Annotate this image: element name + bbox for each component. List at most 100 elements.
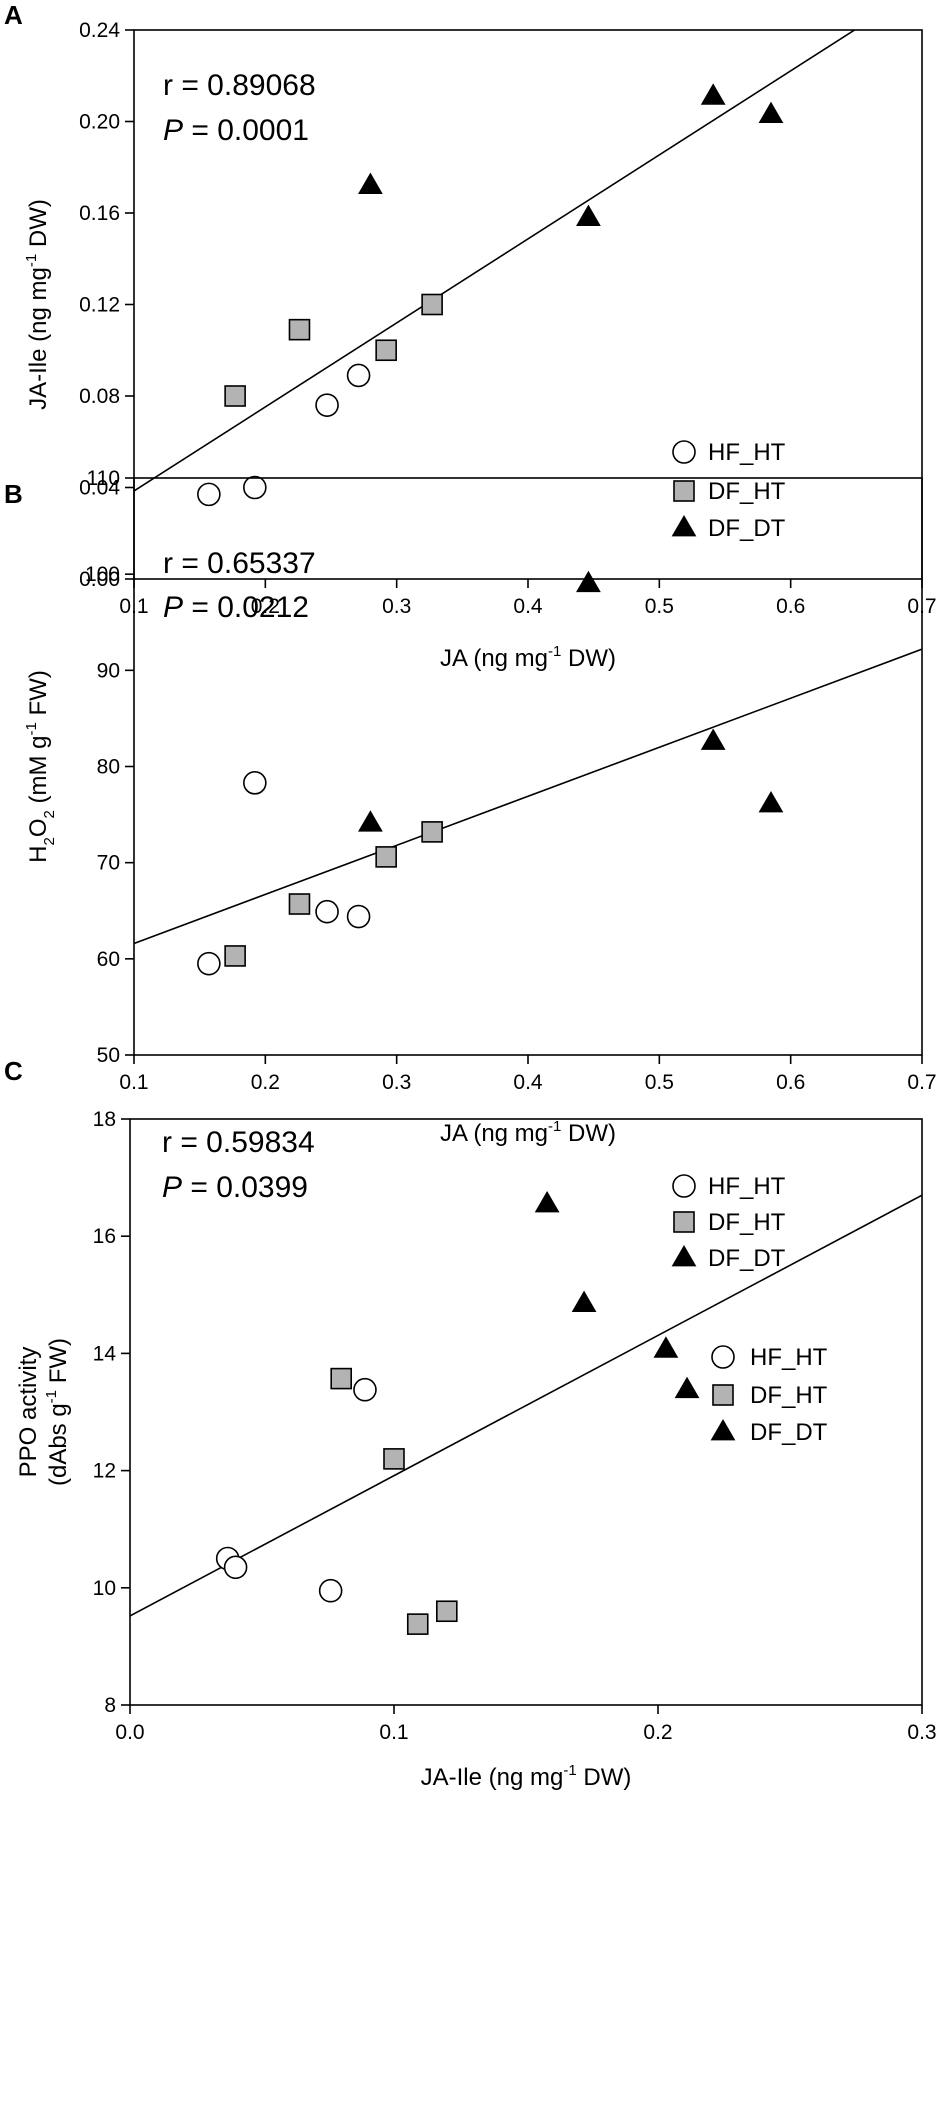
data-point bbox=[653, 1336, 679, 1358]
y-tick-label: 90 bbox=[97, 659, 120, 682]
x-tick-label: 0.5 bbox=[645, 1071, 674, 1094]
legend-label: HF_HT bbox=[708, 439, 786, 466]
data-point bbox=[421, 821, 443, 843]
y-axis: 50 60 70 80 90 100 110 bbox=[85, 467, 134, 1067]
legend-label: DF_HT bbox=[708, 478, 786, 505]
data-point bbox=[197, 482, 221, 507]
data-point bbox=[346, 904, 371, 929]
x-tick-label: 0.3 bbox=[382, 595, 411, 618]
data-point bbox=[421, 293, 443, 316]
x-tick-label: 0.2 bbox=[251, 1071, 280, 1094]
legend-label: HF_HT bbox=[708, 1173, 786, 1200]
y-tick-label: 0.16 bbox=[79, 202, 120, 225]
data-point bbox=[435, 1600, 458, 1623]
panel-letter: A bbox=[4, 0, 23, 30]
regression-line bbox=[130, 1194, 922, 1617]
data-point bbox=[571, 1290, 597, 1312]
data-point bbox=[197, 951, 221, 976]
y-tick-label: 60 bbox=[97, 948, 120, 971]
y-tick-label: 18 bbox=[93, 1108, 116, 1131]
panel-letter: B bbox=[4, 479, 23, 509]
correlation-r: r = 0.89068 bbox=[163, 69, 316, 102]
y-tick-label: 0.24 bbox=[79, 19, 120, 42]
x-tick-label: 0.0 bbox=[115, 1721, 144, 1744]
p-value: P = 0.0212 bbox=[163, 591, 309, 624]
x-axis-title: JA-Ile (ng mg-1 DW) bbox=[421, 1762, 632, 1791]
correlation-r: r = 0.65337 bbox=[163, 547, 316, 580]
legend-marker bbox=[672, 440, 696, 464]
data-point bbox=[674, 1376, 700, 1399]
x-tick-label: 0.4 bbox=[513, 1071, 543, 1094]
y-tick-label: 0.08 bbox=[79, 385, 120, 408]
y-tick-label: 12 bbox=[93, 1460, 116, 1483]
data-point bbox=[315, 393, 339, 417]
data-point bbox=[243, 771, 267, 795]
legend-marker bbox=[712, 1384, 734, 1406]
series-hf-ht bbox=[197, 363, 371, 507]
y-tick-label: 80 bbox=[97, 756, 120, 779]
legend-marker bbox=[673, 480, 695, 502]
data-point bbox=[223, 1555, 248, 1580]
data-point bbox=[318, 1578, 343, 1603]
x-tick-label: 0.4 bbox=[513, 595, 543, 618]
x-tick-label: 0.2 bbox=[251, 595, 280, 618]
p-value: P = 0.0399 bbox=[162, 1171, 308, 1204]
y-axis-title: H2O2 (mM g-1 FW) bbox=[23, 670, 58, 863]
legend-label: DF_HT bbox=[750, 1382, 828, 1409]
data-point bbox=[358, 810, 383, 832]
data-point bbox=[758, 791, 784, 813]
series-df-dt bbox=[358, 83, 784, 226]
legend-label: DF_HT bbox=[708, 1209, 786, 1236]
series-df-ht bbox=[330, 1367, 458, 1635]
legend: HF_HT DF_HT DF_DT bbox=[671, 439, 786, 542]
x-axis: 0.0 0.1 0.2 0.3 bbox=[115, 1705, 937, 1744]
data-point bbox=[383, 1448, 405, 1470]
data-point bbox=[758, 101, 784, 124]
x-tick-label: 0.6 bbox=[776, 595, 805, 618]
legend-label: DF_DT bbox=[708, 1245, 786, 1272]
y-tick-label: 0.00 bbox=[79, 568, 120, 591]
series-hf-ht bbox=[197, 771, 371, 976]
data-point bbox=[243, 475, 267, 500]
y-tick-label: 110 bbox=[87, 467, 120, 490]
y-tick-label: 50 bbox=[97, 1044, 120, 1067]
y-tick-label: 70 bbox=[97, 852, 120, 875]
data-point bbox=[315, 899, 339, 924]
panel-b: B 0.1 0.2 0.3 0.4 0.5 0.6 0.7 50 60 70 80 90 100 110 JA… bbox=[4, 467, 937, 1272]
data-point bbox=[288, 893, 311, 915]
legend-marker bbox=[710, 1419, 736, 1441]
series-hf-ht bbox=[215, 1377, 377, 1603]
x-tick-label: 0.2 bbox=[643, 1721, 672, 1744]
data-point bbox=[700, 728, 726, 750]
series-df-ht bbox=[224, 821, 443, 967]
y-tick-label: 0.20 bbox=[79, 111, 120, 134]
data-point bbox=[534, 1190, 560, 1213]
y-axis-title: JA-Ile (ng mg-1 DW) bbox=[23, 199, 52, 410]
data-point bbox=[358, 172, 383, 194]
y-tick-label: 10 bbox=[93, 1577, 116, 1600]
data-point bbox=[375, 846, 397, 868]
panel-a: A0.1 0.2 0.3 0.4 0.5 0.6 0.70.000.040.080.120.… bbox=[4, 0, 937, 672]
x-tick-label: 0.5 bbox=[645, 595, 674, 618]
x-axis-title: JA (ng mg-1 DW) bbox=[440, 643, 616, 672]
y-tick-label: 0.04 bbox=[79, 477, 120, 500]
y-tick-label: 100 bbox=[85, 563, 120, 586]
plot-frame bbox=[129, 1118, 923, 1706]
data-point bbox=[700, 83, 726, 105]
legend-marker bbox=[673, 1211, 695, 1233]
x-tick-label: 0.1 bbox=[119, 1071, 148, 1094]
y-tick-label: 0.12 bbox=[79, 294, 120, 317]
x-axis: 0.1 0.2 0.3 0.4 0.5 0.6 0.7 bbox=[119, 1055, 937, 1094]
data-point bbox=[406, 1613, 429, 1635]
y-axis: 0.00 0.04 0.08 0.12 0.16 0.20 0.24 bbox=[79, 19, 134, 591]
data-point bbox=[288, 318, 311, 341]
panel-c: C 0.0 0.1 0.2 0.3 8 10 12 14 16 18 JA-Ile (ng mg-1 … bbox=[4, 1056, 937, 1791]
y-axis-title-line2: (dAbs g-1 FW) bbox=[43, 1338, 72, 1486]
y-tick-label: 14 bbox=[93, 1342, 117, 1365]
data-point bbox=[346, 363, 371, 388]
panel-letter: C bbox=[4, 1056, 23, 1086]
data-point bbox=[224, 945, 246, 967]
p-value: P = 0.0001 bbox=[163, 114, 309, 147]
data-point bbox=[353, 1377, 377, 1402]
